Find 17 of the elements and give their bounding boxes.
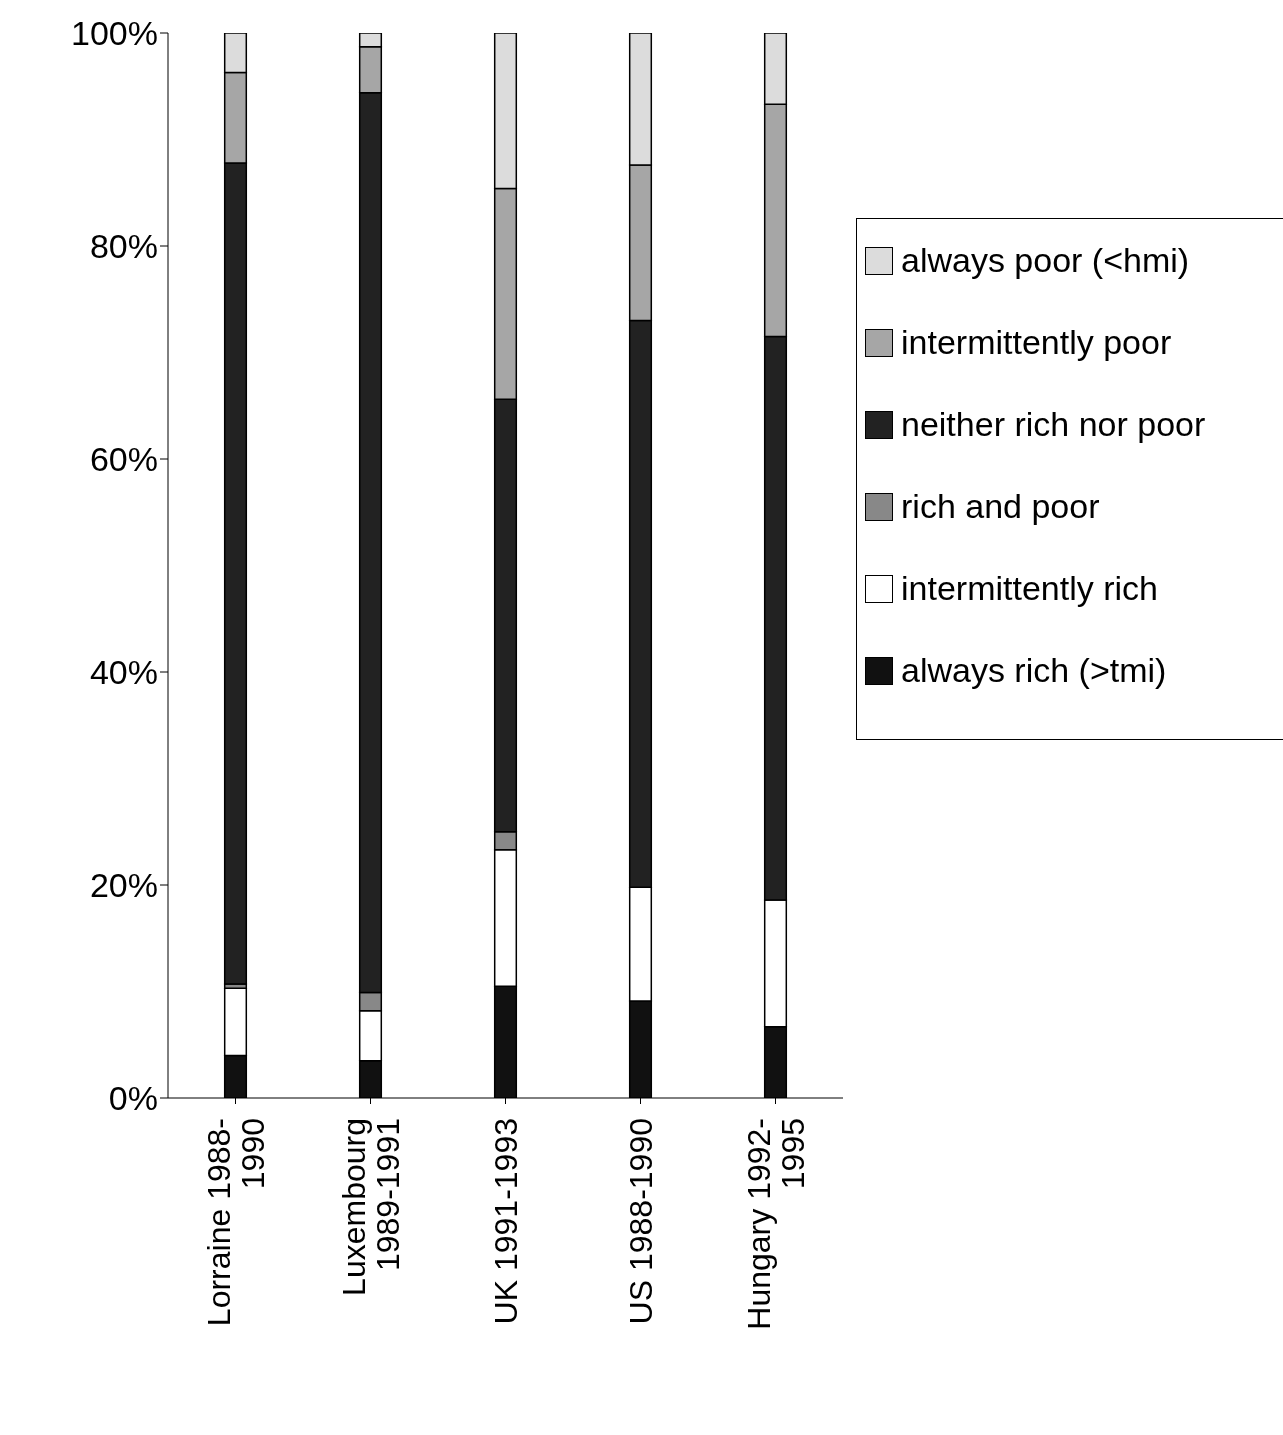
legend-label: neither rich nor poor <box>901 404 1206 445</box>
y-tick-label: 60% <box>89 440 158 479</box>
legend-label: always poor (<hmi) <box>901 240 1190 281</box>
y-tick-label: 80% <box>89 227 158 266</box>
x-tick-label: Lorraine 1988-1990 <box>200 1118 271 1327</box>
x-tick-label: US 1988-1990 <box>622 1118 659 1325</box>
x-tick-label: UK 1991-1993 <box>487 1118 524 1325</box>
legend-label: rich and poor <box>901 486 1100 527</box>
y-tick-label: 40% <box>89 653 158 692</box>
legend-label: always rich (>tmi) <box>901 650 1167 691</box>
y-tick-label: 100% <box>71 14 158 53</box>
y-tick-label: 20% <box>89 866 158 905</box>
y-tick-label: 0% <box>108 1079 158 1118</box>
x-tick-label: Hungary 1992-1995 <box>740 1118 811 1330</box>
legend-label: intermittently rich <box>901 568 1158 609</box>
legend-label: intermittently poor <box>901 322 1172 363</box>
x-tick-label: Luxembourg 1989-1991 <box>335 1118 406 1296</box>
